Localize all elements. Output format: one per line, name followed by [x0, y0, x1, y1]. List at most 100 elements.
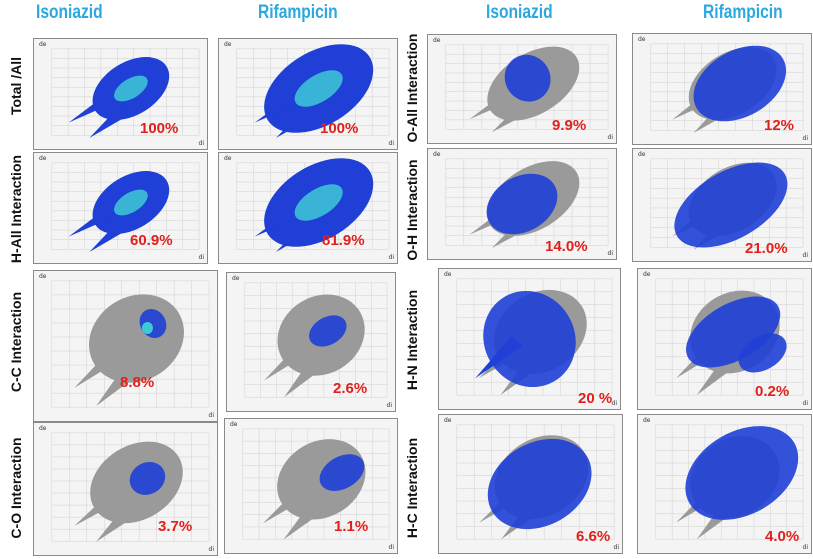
fingerprint-plot-1: de di	[218, 38, 398, 150]
axis-label-de: de	[224, 155, 232, 162]
fingerprint-svg	[655, 424, 804, 540]
fingerprint-svg	[51, 432, 210, 542]
percent-label: 9.9%	[552, 117, 587, 134]
fingerprint-svg	[236, 44, 390, 138]
percent-label: 2.6%	[333, 380, 368, 397]
fingerprint-plot-0: de di	[33, 38, 208, 150]
axis-label-di: di	[802, 252, 808, 259]
fingerprint-svg	[236, 158, 390, 252]
fingerprint-plot-9: de di	[226, 272, 396, 412]
axis-label-di: di	[802, 400, 808, 407]
axis-label-de: de	[39, 155, 47, 162]
blue-region	[486, 173, 558, 235]
fingerprint-svg	[445, 158, 609, 248]
blue-spike	[275, 219, 319, 252]
axis-label-di: di	[198, 140, 204, 147]
grey-spike	[696, 355, 735, 395]
percent-label: 8.8%	[120, 374, 155, 391]
axis-label-di: di	[208, 412, 214, 419]
axis-label-di: di	[388, 140, 394, 147]
axis-label-de: de	[643, 417, 651, 424]
fingerprint-svg	[242, 428, 390, 540]
fingerprint-plot-12: de di	[33, 422, 218, 556]
axis-label-de: de	[433, 37, 441, 44]
blue-spike	[254, 208, 301, 237]
fingerprint-plot-2: de di	[427, 34, 617, 144]
axis-label-de: de	[39, 425, 47, 432]
fingerprint-svg	[650, 158, 804, 250]
axis-label-de: de	[433, 151, 441, 158]
blue-region	[129, 461, 166, 495]
blue-region	[487, 438, 592, 530]
percent-label: 6.6%	[576, 528, 611, 545]
axis-label-di: di	[607, 134, 613, 141]
axis-label-de: de	[444, 417, 452, 424]
blue-spike	[254, 94, 301, 123]
axis-label-di: di	[802, 135, 808, 142]
cyan-core	[114, 189, 148, 216]
axis-label-di: di	[613, 544, 619, 551]
percent-label: 21.0%	[745, 240, 788, 257]
blue-region	[685, 426, 799, 520]
cyan-core	[114, 75, 148, 102]
fingerprint-plot-6: de di	[427, 148, 617, 260]
axis-label-di: di	[388, 544, 394, 551]
fingerprint-plot-7: de di	[632, 148, 812, 262]
fingerprint-plot-13: de di	[224, 418, 398, 554]
fingerprint-plot-4: de di	[33, 152, 208, 264]
cyan-core	[294, 70, 343, 107]
fingerprint-plot-15: de di	[637, 414, 812, 554]
blue-region	[483, 290, 576, 388]
fingerprint-plot-10: de di	[438, 268, 621, 410]
fingerprint-plot-11: de di	[637, 268, 812, 410]
grey-spike	[491, 101, 534, 133]
blue-region	[319, 454, 365, 491]
axis-label-de: de	[224, 41, 232, 48]
axis-label-di: di	[802, 544, 808, 551]
blue-region	[738, 333, 787, 373]
fingerprint-plot-5: de di	[218, 152, 398, 264]
cyan-core	[141, 322, 153, 334]
fingerprint-plot-3: de di	[632, 33, 812, 145]
header-isoniazid-right: Isoniazid	[486, 2, 553, 23]
axis-label-de: de	[39, 41, 47, 48]
percent-label: 0.2%	[755, 383, 790, 400]
grey-spike	[263, 344, 305, 381]
grey-spike	[96, 364, 137, 406]
cyan-core	[294, 184, 343, 221]
percent-label: 100%	[320, 120, 359, 137]
axis-label-de: de	[643, 271, 651, 278]
fingerprint-svg	[456, 278, 613, 396]
blue-spike	[275, 105, 319, 138]
blue-spike	[475, 336, 523, 379]
axis-label-de: de	[230, 421, 238, 428]
percent-label: 100%	[140, 120, 179, 137]
axis-label-di: di	[388, 254, 394, 261]
blue-spike	[89, 105, 131, 138]
header-rifampicin-left: Rifampicin	[258, 2, 338, 23]
grey-spike	[74, 491, 119, 526]
fingerprint-plot-14: de di	[438, 414, 623, 554]
fingerprint-plot-8: de di	[33, 270, 218, 422]
axis-label-di: di	[208, 546, 214, 553]
blue-spike	[68, 94, 114, 123]
header-rifampicin-right: Rifampicin	[703, 2, 783, 23]
axis-label-di: di	[386, 402, 392, 409]
fingerprint-svg	[650, 43, 804, 133]
grey-spike	[469, 91, 515, 120]
grey-spike	[96, 504, 137, 542]
axis-label-de: de	[444, 271, 452, 278]
blue-region	[674, 162, 788, 248]
axis-label-di: di	[198, 254, 204, 261]
fingerprint-svg	[655, 278, 804, 396]
blue-region	[309, 315, 347, 347]
percent-label: 3.7%	[158, 518, 193, 535]
fingerprint-svg	[244, 282, 388, 398]
blue-spike	[68, 208, 114, 237]
fingerprint-svg	[456, 424, 615, 540]
percent-label: 14.0%	[545, 238, 588, 255]
header-isoniazid-left: Isoniazid	[36, 2, 103, 23]
percent-label: 1.1%	[334, 518, 369, 535]
grey-spike	[262, 488, 305, 524]
axis-label-di: di	[611, 400, 617, 407]
